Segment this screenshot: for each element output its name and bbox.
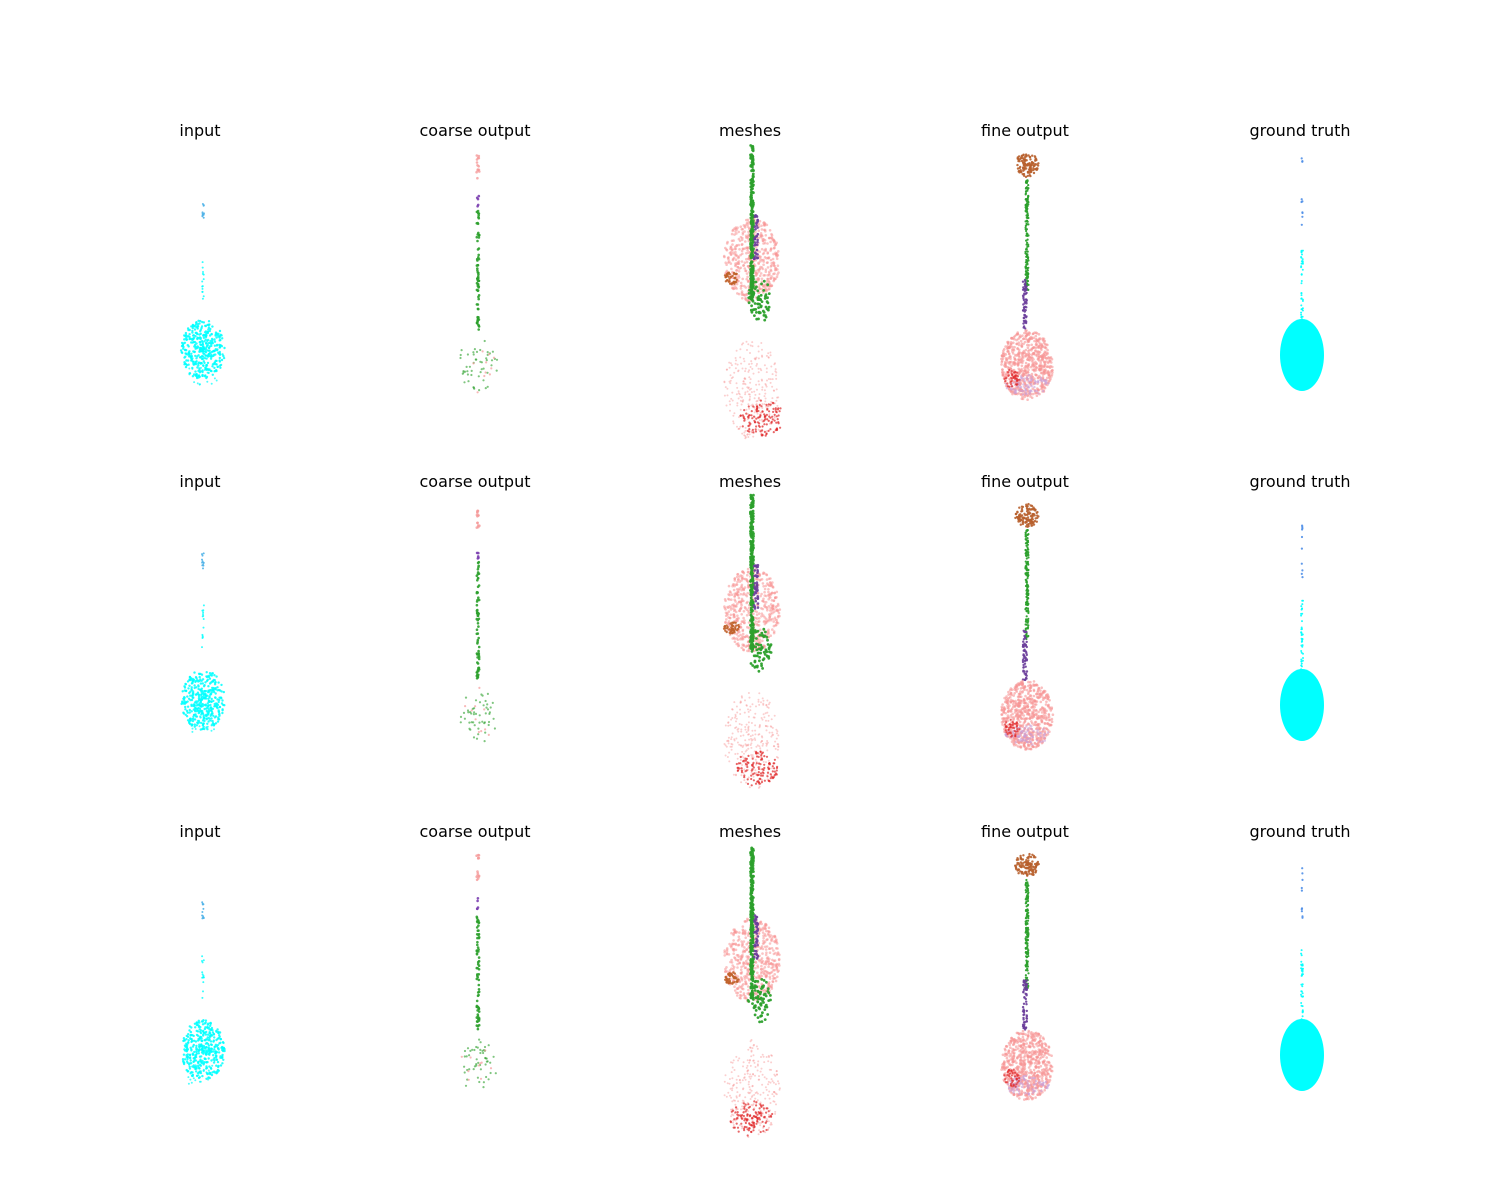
- coarse-output-point-cloud: [460, 853, 497, 1089]
- meshes-point-cloud: [723, 846, 781, 1138]
- input-point-cloud: [179, 203, 226, 386]
- panel-title-ground-truth: ground truth: [1249, 472, 1351, 491]
- panel-title-meshes: meshes: [718, 822, 782, 841]
- fine-output-point-cloud: [1000, 153, 1054, 402]
- coarse-output-point-cloud: [459, 154, 499, 394]
- ground-truth-point-cloud: [1280, 867, 1324, 1091]
- panel-title-ground-truth: ground truth: [1249, 121, 1351, 140]
- input-point-cloud: [180, 552, 226, 733]
- fine-output-point-cloud: [1000, 502, 1055, 751]
- panel-title-input: input: [179, 121, 221, 140]
- panel-title-meshes: meshes: [718, 472, 782, 491]
- panel-title-coarse-output: coarse output: [419, 472, 531, 491]
- coarse-output-point-cloud: [459, 509, 496, 743]
- panel-title-ground-truth: ground truth: [1249, 822, 1351, 841]
- panel-title-fine-output: fine output: [981, 472, 1069, 491]
- fine-output-point-cloud: [1000, 852, 1054, 1101]
- panel-title-input: input: [179, 472, 221, 491]
- input-point-cloud: [181, 901, 226, 1085]
- panel-title-coarse-output: coarse output: [419, 822, 531, 841]
- panel-title-coarse-output: coarse output: [419, 121, 531, 140]
- meshes-point-cloud: [722, 144, 782, 440]
- panel-title-fine-output: fine output: [981, 121, 1069, 140]
- ground-truth-point-cloud: [1280, 524, 1324, 741]
- meshes-point-cloud: [722, 493, 782, 789]
- panel-title-input: input: [179, 822, 221, 841]
- panel-title-fine-output: fine output: [981, 822, 1069, 841]
- panel-title-meshes: meshes: [718, 121, 782, 140]
- ground-truth-point-cloud: [1280, 157, 1324, 391]
